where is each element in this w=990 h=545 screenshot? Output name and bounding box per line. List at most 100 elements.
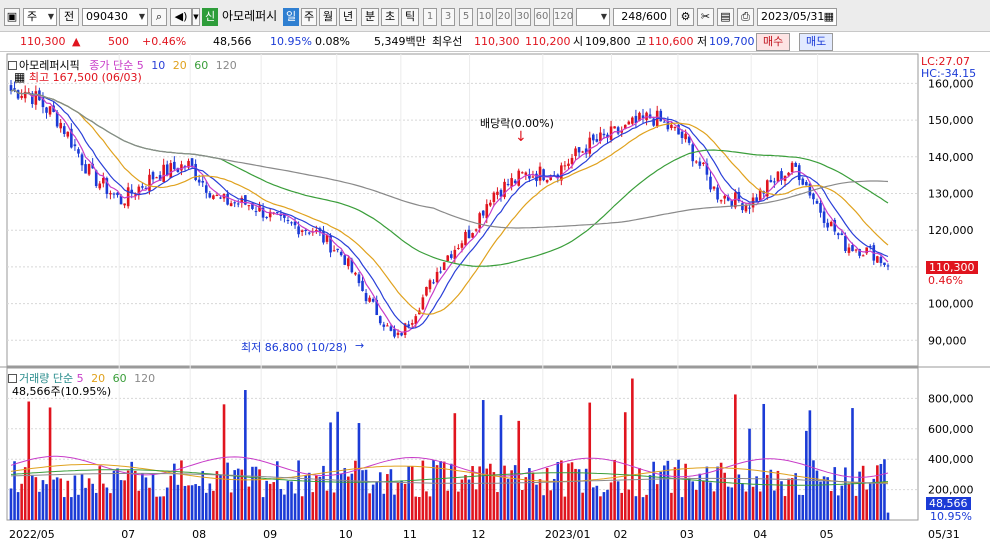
volume-bar [787, 478, 790, 520]
ma10-legend: 10 [151, 59, 166, 72]
price-tick-label: 100,000 [928, 298, 974, 311]
candle-body [474, 229, 478, 231]
candle-body [844, 235, 847, 251]
candle-body [613, 126, 616, 129]
candle-body [464, 231, 467, 246]
volume-bar [201, 471, 205, 520]
candle-body [694, 161, 698, 163]
volume-bar [449, 463, 453, 520]
period-tick[interactable]: 틱 [401, 8, 419, 26]
interval-1[interactable]: 1 [423, 8, 437, 26]
tools-icon[interactable]: ✂ [697, 8, 714, 26]
volume-bar [734, 394, 737, 520]
period-second[interactable]: 초 [381, 8, 399, 26]
data-count[interactable]: 248/600 [613, 8, 671, 26]
interval-20[interactable]: 20 [496, 8, 512, 26]
candle-body [375, 299, 379, 316]
print-icon[interactable]: ⎙ [737, 8, 754, 26]
ma5-line [10, 89, 889, 333]
candle-body [677, 124, 680, 135]
candle-body [705, 163, 709, 175]
candle-body [801, 178, 805, 185]
candle-body [496, 191, 499, 195]
candle-body [492, 192, 496, 202]
volume-bar [375, 481, 379, 520]
volume-bar [595, 485, 599, 520]
market-type-select[interactable]: 주 ▼ [23, 8, 57, 26]
candle-body [393, 329, 396, 337]
date-input[interactable]: 2023/05/31 ▦ [757, 8, 837, 26]
candle-body [55, 112, 59, 127]
price-change-pct: +0.46% [142, 35, 187, 48]
volume-bar [112, 470, 116, 520]
candle-body [332, 250, 336, 252]
sell-button[interactable]: 매도 [799, 33, 834, 51]
legend-checkbox[interactable] [8, 374, 17, 383]
chevron-down-icon[interactable]: ▼ [192, 8, 200, 26]
settings-icon[interactable]: ⚙ [677, 8, 694, 26]
x-tick-label: 11 [403, 528, 417, 541]
buy-button[interactable]: 매수 [756, 33, 791, 51]
search-icon[interactable]: ⌕ [151, 8, 167, 26]
candle-body [549, 177, 552, 180]
interval-3[interactable]: 3 [441, 8, 455, 26]
period-weekly[interactable]: 주 [301, 8, 317, 26]
period-monthly[interactable]: 월 [319, 8, 337, 26]
volume-bar [52, 479, 55, 520]
volume-legend-prefix: 거래량 단순 [19, 372, 74, 385]
window-menu-icon[interactable]: ▣ [4, 8, 20, 26]
volume-bar [77, 494, 80, 520]
candle-body [73, 144, 77, 147]
save-icon[interactable]: ▤ [717, 8, 734, 26]
volume-bar [233, 470, 236, 520]
volume-bar [836, 495, 840, 520]
candle-body [435, 271, 439, 283]
candle-body [410, 323, 414, 325]
volume-bar [808, 410, 812, 520]
chart-area[interactable]: 90,000100,000110,000120,000130,000140,00… [0, 52, 990, 545]
volume-bar [183, 485, 187, 520]
candle-body [765, 180, 769, 197]
period-minute[interactable]: 분 [361, 8, 379, 26]
volume-bar [357, 423, 361, 520]
volume-bar [528, 468, 531, 520]
interval-5[interactable]: 5 [459, 8, 473, 26]
volume-bar [197, 485, 201, 520]
candle-body [457, 247, 460, 249]
candle-body [524, 172, 528, 175]
interval-custom-select[interactable]: ▼ [576, 8, 610, 26]
candle-body [268, 211, 272, 218]
period-yearly[interactable]: 년 [339, 8, 357, 26]
period-daily[interactable]: 일 [283, 8, 299, 26]
volume-bar [751, 486, 755, 520]
volume-tick-label: 600,000 [928, 423, 974, 436]
volume-bar [815, 470, 819, 520]
sound-icon[interactable]: ◀) [170, 8, 192, 26]
volume-bar [854, 495, 858, 520]
interval-10[interactable]: 10 [477, 8, 493, 26]
x-end-label: 05/31 [928, 528, 960, 541]
grid-icon[interactable]: ▦ [14, 70, 26, 84]
volume-bar [602, 492, 606, 520]
candle-body [868, 246, 872, 248]
interval-30[interactable]: 30 [515, 8, 531, 26]
low-price: 109,700 [709, 35, 755, 48]
open-label: 시 [573, 35, 584, 48]
volume-bar [797, 494, 801, 520]
chart-canvas[interactable]: 90,000100,000110,000120,000130,000140,00… [0, 52, 990, 545]
volume-bar [474, 489, 478, 520]
new-tag: 신 [202, 8, 218, 26]
stock-code-input[interactable]: 090430 ▼ [82, 8, 148, 26]
volume-bar [407, 466, 410, 520]
interval-120[interactable]: 120 [553, 8, 573, 26]
calendar-icon[interactable]: ▦ [823, 10, 834, 23]
price-change: 500 [108, 35, 129, 48]
candle-body [350, 259, 354, 273]
candle-body [286, 220, 290, 222]
volume-bar [588, 402, 592, 520]
prev-button[interactable]: 전 [59, 8, 79, 26]
interval-60[interactable]: 60 [534, 8, 550, 26]
price-tick-label: 130,000 [928, 187, 974, 200]
legend-checkbox[interactable] [8, 61, 17, 70]
candle-body [751, 197, 755, 208]
